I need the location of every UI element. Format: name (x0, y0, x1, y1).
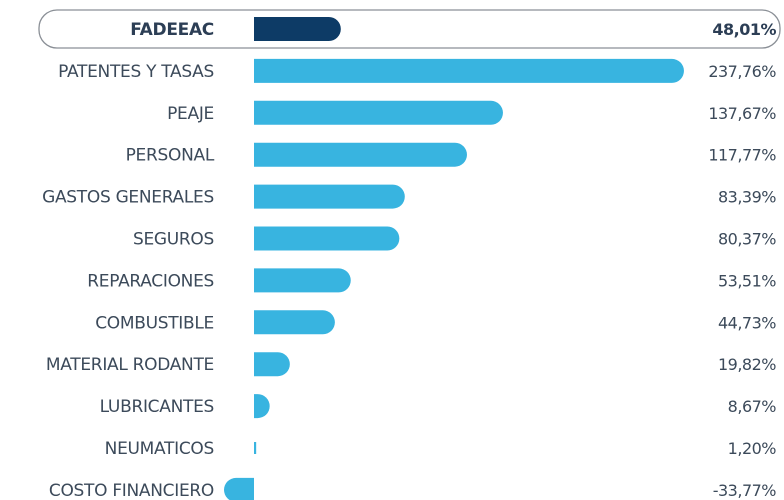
category-label: PERSONAL (126, 146, 215, 166)
value-label: 117,77% (708, 146, 776, 165)
value-label: 83,39% (718, 188, 776, 207)
bar (254, 352, 290, 377)
bar (254, 142, 467, 167)
value-label: 44,73% (718, 313, 776, 332)
value-label: 80,37% (718, 230, 776, 249)
category-label: GASTOS GENERALES (42, 188, 214, 208)
highlight-frame (38, 9, 781, 49)
bar (254, 268, 351, 293)
category-label: FADEEAC (130, 20, 214, 40)
category-label: SEGUROS (133, 230, 214, 250)
bar (254, 17, 341, 41)
value-label: 48,01% (712, 20, 776, 39)
value-label: 19,82% (718, 355, 776, 374)
bar (254, 184, 405, 209)
value-label: 8,67% (728, 397, 777, 416)
category-label: REPARACIONES (87, 271, 214, 291)
category-label: NEUMATICOS (105, 439, 214, 459)
value-label: 1,20% (728, 439, 777, 458)
category-label: COSTO FINANCIERO (49, 481, 214, 500)
category-label: LUBRICANTES (100, 397, 214, 417)
bar (224, 477, 254, 500)
bar (254, 442, 257, 454)
bar (254, 100, 503, 125)
value-label: 53,51% (718, 271, 776, 290)
category-label: PEAJE (167, 104, 214, 124)
category-label: PATENTES Y TASAS (58, 62, 214, 82)
category-label: MATERIAL RODANTE (46, 355, 214, 375)
bar (254, 58, 684, 83)
value-label: 137,67% (708, 104, 776, 123)
category-label: COMBUSTIBLE (95, 313, 214, 333)
value-label: 237,76% (708, 62, 776, 81)
bar (254, 226, 400, 251)
value-label: -33,77% (713, 481, 777, 500)
bar (254, 394, 270, 419)
bar (254, 310, 335, 335)
